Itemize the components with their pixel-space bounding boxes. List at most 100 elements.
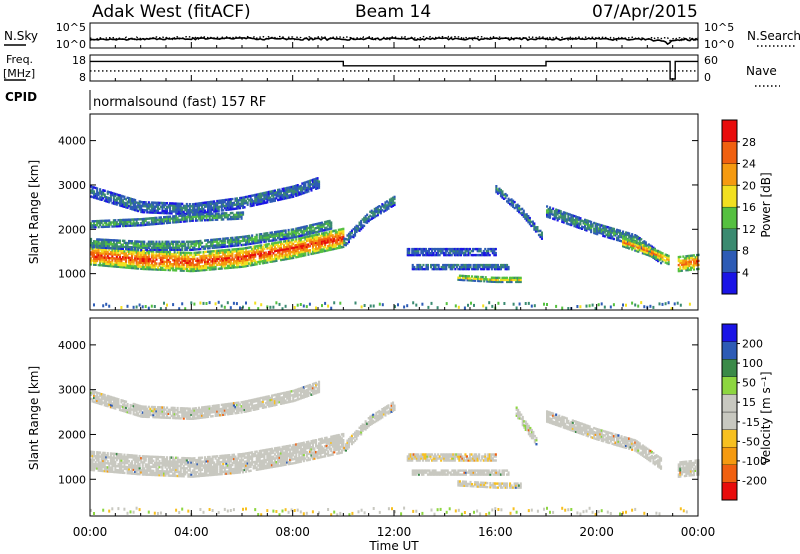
scatter-cell [132, 456, 135, 459]
scatter-cell [125, 247, 128, 251]
scatter-cell [689, 262, 692, 265]
scatter-cell [295, 192, 298, 195]
scatter-cell [360, 221, 363, 225]
scatter-cell [214, 255, 217, 259]
scatter-cell [304, 252, 307, 255]
scatter-cell [453, 247, 456, 251]
scatter-cell [91, 244, 94, 247]
scatter-cell [129, 454, 132, 457]
scatter-cell [258, 235, 261, 238]
scatter-cell [686, 266, 689, 270]
scatter-cell [156, 463, 159, 467]
scatter-cell [176, 208, 179, 211]
scatter-cell [568, 219, 571, 222]
scatter-cell [102, 193, 105, 196]
scatter-cell [94, 465, 97, 468]
scatter-cell [99, 242, 102, 245]
scatter-cell [302, 254, 305, 257]
scatter-cell [260, 252, 263, 255]
scatter-cell [524, 213, 527, 216]
scatter-cell [202, 258, 205, 262]
scatter-cell [166, 202, 169, 205]
scatter-cell [289, 249, 292, 252]
scatter-cell [170, 204, 173, 207]
scatter-cell [561, 212, 564, 216]
scatter-cell [594, 230, 597, 233]
scatter-cell [120, 194, 123, 198]
scatter-cell [625, 242, 628, 245]
scatter-cell [510, 200, 513, 203]
scatter-cell [413, 265, 416, 269]
scatter-cell [134, 460, 137, 463]
scatter-cell [181, 263, 184, 266]
scatter-cell [251, 194, 254, 197]
scatter-cell [270, 256, 273, 259]
scatter-cell [196, 204, 199, 207]
near-range-cell [202, 301, 205, 305]
scatter-cell [115, 465, 118, 468]
power-ylabel: Slant Range [km] [27, 160, 41, 264]
scatter-cell [302, 183, 305, 187]
scatter-cell [129, 266, 132, 270]
scatter-cell [114, 202, 117, 206]
scatter-cell [94, 226, 97, 229]
scatter-cell [129, 456, 132, 459]
scatter-cell [685, 259, 688, 262]
scatter-cell [245, 258, 248, 262]
scatter-cell [211, 246, 214, 249]
scatter-cell [246, 235, 249, 238]
scatter-cell [228, 262, 231, 265]
scatter-cell [135, 265, 138, 268]
scatter-cell [220, 212, 223, 215]
scatter-cell [252, 200, 255, 203]
scatter-cell [349, 231, 352, 234]
scatter-cell [223, 212, 226, 215]
scatter-cell [155, 258, 158, 261]
scatter-cell [208, 204, 211, 208]
scatter-cell [149, 223, 152, 226]
scatter-cell [129, 220, 132, 223]
scatter-cell [328, 225, 331, 229]
scatter-cell [334, 243, 337, 246]
scatter-cell [657, 252, 660, 255]
scatter-cell [108, 258, 111, 262]
scatter-cell [126, 204, 129, 207]
scatter-cell [114, 249, 117, 252]
scatter-cell [97, 257, 100, 261]
scatter-cell [257, 244, 260, 248]
scatter-cell [158, 463, 161, 467]
scatter-cell [144, 471, 147, 474]
scatter-cell [606, 230, 609, 233]
scatter-cell [90, 452, 93, 455]
scatter-cell [573, 222, 576, 226]
scatter-cell [150, 256, 153, 259]
scatter-cell [134, 466, 137, 469]
scatter-cell [246, 254, 249, 258]
scatter-cell [506, 278, 509, 282]
scatter-cell [493, 251, 496, 255]
near-range-cell [105, 302, 108, 306]
scatter-cell [581, 225, 584, 228]
scatter-cell [219, 216, 222, 219]
scatter-cell [302, 181, 305, 185]
scatter-cell [182, 251, 185, 254]
scatter-cell [161, 207, 164, 211]
scatter-cell [337, 230, 340, 234]
scatter-cell [522, 213, 525, 216]
scatter-cell [199, 213, 202, 216]
scatter-cell [555, 210, 558, 213]
scatter-cell [184, 248, 187, 251]
scatter-cell [434, 253, 437, 257]
scatter-cell [462, 251, 465, 255]
scatter-cell [115, 193, 118, 196]
scatter-cell [210, 206, 213, 210]
scatter-cell [131, 462, 134, 465]
scatter-cell [688, 268, 691, 272]
scatter-cell [132, 244, 135, 247]
scatter-cell [125, 262, 128, 265]
scatter-cell [290, 239, 293, 242]
scatter-cell [164, 242, 167, 245]
scatter-cell [100, 248, 103, 251]
scatter-cell [540, 235, 543, 238]
scatter-cell [455, 263, 458, 267]
